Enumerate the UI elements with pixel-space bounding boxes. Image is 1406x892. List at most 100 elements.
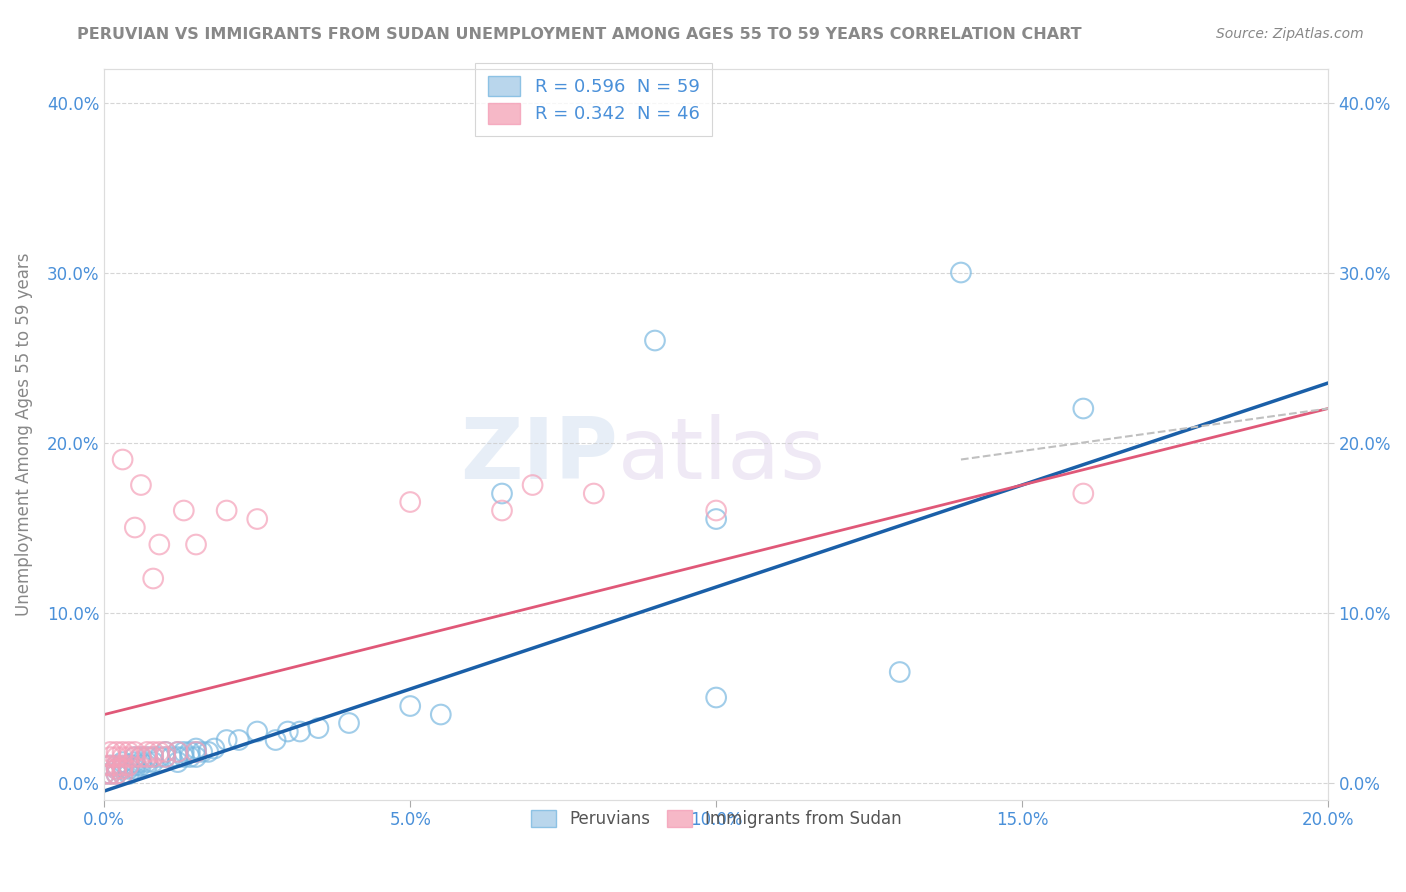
- Point: [166, 745, 188, 759]
- Point: [124, 520, 146, 534]
- Point: [202, 741, 225, 756]
- Point: [111, 755, 134, 769]
- Point: [582, 486, 605, 500]
- Point: [136, 755, 159, 769]
- Point: [264, 733, 287, 747]
- Point: [118, 750, 141, 764]
- Point: [307, 721, 329, 735]
- Point: [136, 750, 159, 764]
- Point: [111, 762, 134, 776]
- Point: [184, 745, 207, 759]
- Point: [105, 762, 128, 776]
- Point: [129, 755, 152, 769]
- Point: [129, 758, 152, 772]
- Point: [111, 745, 134, 759]
- Point: [124, 750, 146, 764]
- Point: [111, 452, 134, 467]
- Point: [704, 512, 727, 526]
- Point: [246, 512, 269, 526]
- Point: [129, 478, 152, 492]
- Point: [644, 334, 666, 348]
- Point: [197, 745, 219, 759]
- Point: [105, 767, 128, 781]
- Point: [148, 745, 170, 759]
- Point: [111, 767, 134, 781]
- Point: [129, 750, 152, 764]
- Point: [124, 755, 146, 769]
- Legend: Peruvians, Immigrants from Sudan: Peruvians, Immigrants from Sudan: [524, 804, 908, 835]
- Point: [98, 745, 121, 759]
- Point: [399, 699, 422, 714]
- Point: [215, 733, 238, 747]
- Point: [93, 767, 115, 781]
- Point: [105, 758, 128, 772]
- Point: [889, 665, 911, 679]
- Point: [93, 758, 115, 772]
- Point: [173, 750, 195, 764]
- Point: [491, 486, 513, 500]
- Point: [288, 724, 311, 739]
- Point: [136, 758, 159, 772]
- Point: [166, 755, 188, 769]
- Point: [337, 716, 360, 731]
- Point: [184, 745, 207, 759]
- Point: [142, 750, 165, 764]
- Point: [124, 745, 146, 759]
- Point: [1071, 401, 1094, 416]
- Point: [704, 690, 727, 705]
- Point: [155, 750, 177, 764]
- Point: [98, 767, 121, 781]
- Point: [105, 762, 128, 776]
- Point: [118, 745, 141, 759]
- Point: [124, 758, 146, 772]
- Point: [184, 750, 207, 764]
- Point: [124, 750, 146, 764]
- Point: [105, 758, 128, 772]
- Point: [98, 750, 121, 764]
- Point: [148, 750, 170, 764]
- Point: [155, 750, 177, 764]
- Point: [173, 745, 195, 759]
- Point: [191, 745, 214, 759]
- Point: [142, 750, 165, 764]
- Point: [111, 758, 134, 772]
- Point: [155, 745, 177, 759]
- Point: [160, 750, 183, 764]
- Point: [105, 750, 128, 764]
- Point: [228, 733, 250, 747]
- Text: PERUVIAN VS IMMIGRANTS FROM SUDAN UNEMPLOYMENT AMONG AGES 55 TO 59 YEARS CORRELA: PERUVIAN VS IMMIGRANTS FROM SUDAN UNEMPL…: [77, 27, 1083, 42]
- Point: [111, 767, 134, 781]
- Point: [124, 762, 146, 776]
- Point: [155, 745, 177, 759]
- Point: [166, 745, 188, 759]
- Point: [704, 503, 727, 517]
- Point: [148, 537, 170, 551]
- Point: [118, 767, 141, 781]
- Point: [118, 758, 141, 772]
- Y-axis label: Unemployment Among Ages 55 to 59 years: Unemployment Among Ages 55 to 59 years: [15, 252, 32, 615]
- Point: [246, 724, 269, 739]
- Point: [136, 750, 159, 764]
- Text: ZIP: ZIP: [461, 415, 619, 498]
- Text: atlas: atlas: [619, 415, 827, 498]
- Point: [142, 572, 165, 586]
- Point: [111, 762, 134, 776]
- Point: [522, 478, 544, 492]
- Point: [136, 745, 159, 759]
- Point: [949, 266, 972, 280]
- Point: [142, 755, 165, 769]
- Point: [93, 767, 115, 781]
- Point: [430, 707, 453, 722]
- Point: [399, 495, 422, 509]
- Point: [118, 762, 141, 776]
- Point: [142, 745, 165, 759]
- Point: [98, 758, 121, 772]
- Point: [111, 750, 134, 764]
- Text: Source: ZipAtlas.com: Source: ZipAtlas.com: [1216, 27, 1364, 41]
- Point: [179, 750, 201, 764]
- Point: [184, 741, 207, 756]
- Point: [111, 758, 134, 772]
- Point: [277, 724, 299, 739]
- Point: [105, 767, 128, 781]
- Point: [166, 750, 188, 764]
